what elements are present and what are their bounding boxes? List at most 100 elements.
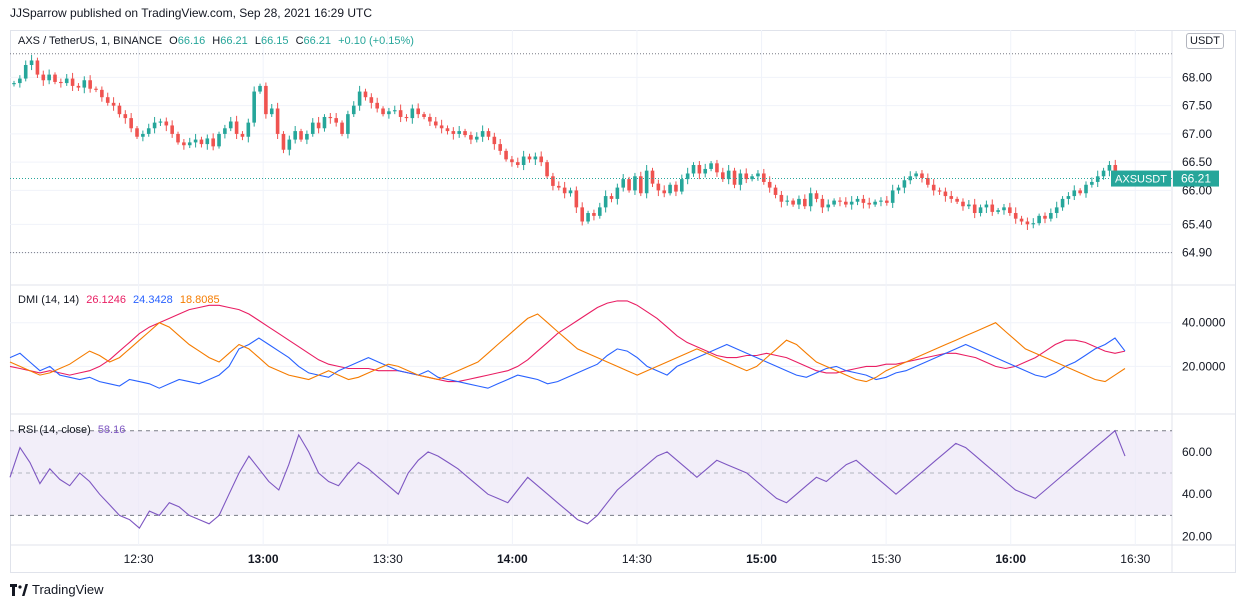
candle-body (902, 180, 907, 188)
candle (574, 186, 579, 214)
candle-body (926, 177, 930, 185)
candle (545, 159, 549, 179)
candle (773, 184, 778, 199)
last-price-tag: AXSUSDT 66.21 (1111, 170, 1219, 187)
candle (674, 181, 678, 197)
candle (1084, 181, 1088, 198)
candle-body (527, 156, 532, 160)
candle-body (1072, 190, 1077, 197)
candle-body (357, 91, 362, 106)
candle-body (556, 185, 561, 188)
candle-body (486, 131, 491, 137)
candle (275, 102, 280, 140)
candle (1060, 196, 1065, 211)
candle-body (1101, 170, 1106, 177)
candle (100, 86, 104, 102)
candle-body (726, 170, 731, 180)
candle (855, 196, 860, 206)
candle (609, 193, 614, 203)
candle (615, 183, 620, 205)
candle (18, 75, 22, 88)
time-tick-label: 13:30 (373, 552, 403, 566)
dmi-title[interactable]: DMI (14, 14) (18, 294, 80, 306)
price-tick-label: 64.90 (1182, 246, 1212, 260)
candle-body (785, 200, 790, 202)
candle (199, 136, 204, 148)
candle (299, 128, 303, 142)
candle (428, 113, 432, 127)
candle (381, 106, 385, 117)
candle-body (334, 118, 338, 123)
candle (252, 86, 256, 127)
dmi-plus-value: 24.3428 (133, 294, 173, 306)
candle (580, 202, 585, 226)
candle (322, 114, 327, 132)
candle-body (1054, 207, 1059, 214)
candle-body (498, 144, 503, 151)
candle (293, 126, 297, 144)
candle (269, 103, 274, 117)
candle-body (275, 108, 280, 134)
candle-body (703, 168, 708, 174)
candle (838, 197, 842, 207)
candle-body (199, 139, 204, 145)
candle (35, 57, 40, 78)
candle (949, 190, 954, 203)
rsi-title[interactable]: RSI (14, close) (18, 424, 91, 436)
candle-body (592, 213, 596, 216)
candle-body (732, 170, 737, 185)
candle (316, 116, 321, 134)
candle-body (47, 74, 51, 81)
candle-body (111, 102, 116, 106)
footer-brand[interactable]: TradingView (10, 582, 104, 597)
candle (650, 167, 655, 188)
candle-body (146, 128, 151, 134)
candle-body (82, 80, 87, 88)
price-tick-label: 65.40 (1182, 217, 1212, 231)
candle (369, 93, 374, 109)
candle-body (35, 60, 40, 75)
candle (1013, 207, 1018, 224)
candle (152, 116, 157, 134)
candle-body (76, 85, 81, 88)
candle (310, 118, 315, 137)
candle-body (445, 128, 450, 132)
candle (533, 152, 538, 165)
candle-body (404, 116, 409, 119)
currency-button[interactable]: USDT (1186, 33, 1224, 49)
candle (967, 200, 971, 210)
candle-body (844, 201, 848, 205)
candle (176, 131, 180, 145)
candle (597, 202, 602, 219)
candle-body (867, 202, 872, 205)
candle (334, 113, 338, 127)
candle (387, 107, 391, 119)
candle (1031, 218, 1036, 229)
candle (1008, 202, 1012, 216)
candle (562, 181, 567, 199)
candle-body (346, 114, 350, 134)
candle-body (1002, 207, 1006, 211)
price-tick-label: 66.50 (1182, 155, 1212, 169)
candle-body (305, 133, 309, 140)
chart-frame[interactable] (10, 30, 1236, 573)
candle-body (264, 85, 268, 115)
candle (346, 110, 350, 139)
candle-body (182, 142, 186, 146)
candle (791, 198, 795, 207)
candle (586, 210, 590, 224)
candle (445, 125, 450, 135)
candle-body (750, 176, 754, 180)
candle-body (59, 81, 63, 84)
candle (996, 207, 1000, 215)
symbol-label[interactable]: AXS / TetherUS, 1, BINANCE (18, 35, 163, 47)
candle-body (504, 150, 508, 160)
candle-body (961, 201, 965, 207)
candle (82, 76, 87, 94)
candle-body (762, 173, 766, 182)
candle-body (855, 198, 860, 202)
candle-body (539, 156, 544, 163)
candle (158, 118, 163, 127)
candle-body (603, 196, 608, 208)
